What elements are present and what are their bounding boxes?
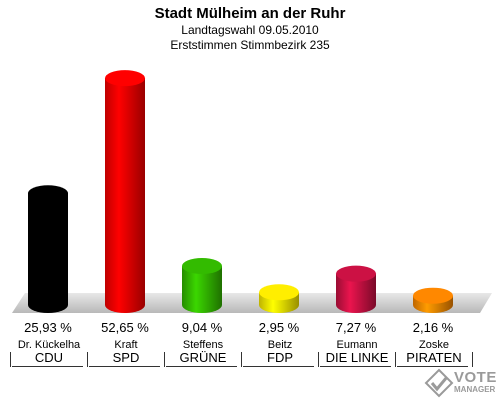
party-label: PIRATEN	[406, 350, 462, 365]
category-underline	[243, 366, 314, 367]
party-label: SPD	[112, 350, 140, 365]
value-label: 2,95 %	[258, 320, 300, 335]
logo-text-manager: MANAGER	[454, 385, 496, 394]
chart-subtitle-2: Erststimmen Stimmbezirk 235	[170, 38, 330, 52]
vote-manager-logo: VOTE MANAGER	[424, 368, 500, 398]
value-label: 2,16 %	[412, 320, 454, 335]
category-separator	[10, 352, 11, 367]
value-label: 25,93 %	[24, 320, 72, 335]
value-label: 9,04 %	[181, 320, 223, 335]
category-underline	[12, 366, 83, 367]
category-separator	[241, 352, 242, 367]
category-separator	[87, 352, 88, 367]
logo-text-vote: VOTE	[454, 369, 497, 386]
bar-top-spd	[105, 70, 145, 87]
bar-top-cdu	[28, 185, 68, 202]
party-label: DIE LINKE	[325, 350, 389, 365]
bar-cdu	[28, 193, 68, 313]
candidate-label: Zoske	[419, 339, 449, 351]
bar-top-fdp	[259, 284, 299, 301]
chart-title: Stadt Mülheim an der Ruhr	[154, 5, 346, 22]
candidate-label: Eumann	[336, 339, 378, 351]
checkmark-icon	[424, 368, 454, 398]
category-separator	[318, 352, 319, 367]
party-label: GRÜNE	[179, 350, 227, 365]
category-separator	[164, 352, 165, 367]
bar-top-grüne	[182, 258, 222, 275]
bar-top-die-linke	[336, 265, 376, 282]
bar-spd	[105, 78, 145, 313]
candidate-label: Kraft	[114, 339, 138, 351]
category-underline	[89, 366, 160, 367]
category-underline	[166, 366, 237, 367]
category-separator	[395, 352, 396, 367]
value-label: 7,27 %	[335, 320, 377, 335]
candidate-label: Steffens	[182, 339, 224, 351]
category-underline	[320, 366, 391, 367]
value-label: 52,65 %	[101, 320, 149, 335]
candidate-label: Beitz	[267, 339, 293, 351]
chart-subtitle: Landtagswahl 09.05.2010	[181, 23, 319, 37]
bar-die-linke	[336, 273, 376, 313]
category-separator	[472, 352, 473, 367]
party-label: FDP	[267, 350, 293, 365]
bar-grüne	[182, 266, 222, 313]
candidate-label: Dr. Kückelha	[17, 339, 81, 351]
party-label: CDU	[34, 350, 64, 365]
category-underline	[397, 366, 468, 367]
bar-top-piraten	[413, 287, 453, 304]
